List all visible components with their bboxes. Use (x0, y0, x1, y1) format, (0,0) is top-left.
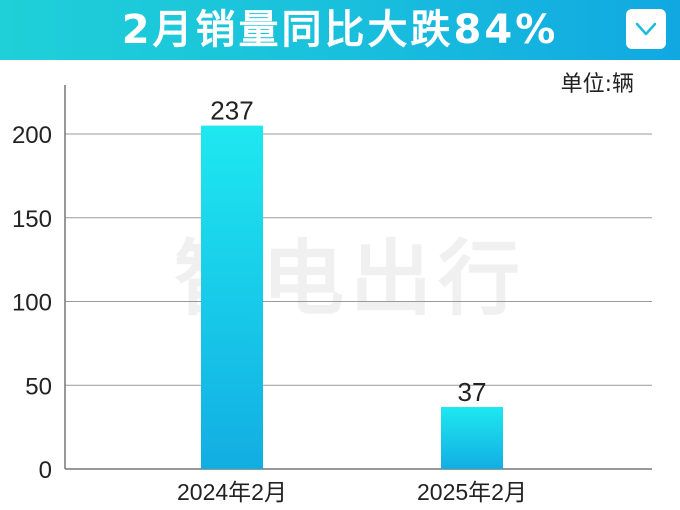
data-label: 237 (210, 96, 253, 126)
data-label: 37 (458, 377, 487, 407)
y-tick-label: 0 (39, 457, 52, 484)
bar (441, 407, 503, 469)
unit-label: 单位:辆 (560, 72, 634, 97)
x-tick-label: 2024年2月 (177, 479, 287, 505)
y-tick-label: 100 (12, 290, 52, 317)
chevron-down-icon (635, 22, 657, 36)
chart-title: 2月销量同比大跌84% (121, 7, 559, 53)
dropdown-button[interactable] (626, 9, 666, 49)
y-tick-label: 50 (25, 373, 52, 400)
y-tick-label: 200 (12, 122, 52, 149)
title-banner (0, 0, 680, 60)
y-tick-label: 150 (12, 206, 52, 233)
bar (201, 125, 263, 469)
x-tick-label: 2025年2月 (417, 479, 527, 505)
